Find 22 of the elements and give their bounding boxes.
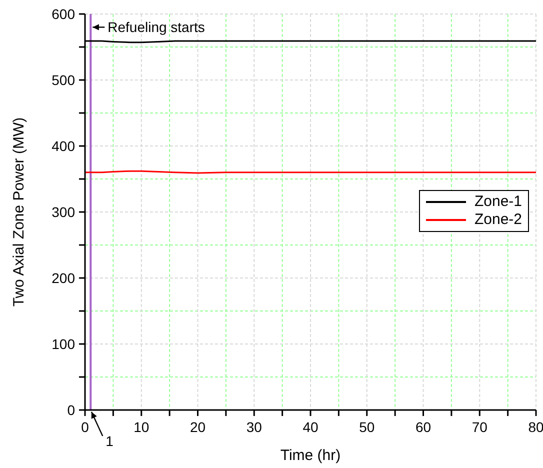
y-tick-label: 300 xyxy=(52,204,76,220)
annotation: 1 xyxy=(106,433,114,449)
y-tick-label: 600 xyxy=(52,6,76,22)
x-tick-label: 70 xyxy=(472,419,488,435)
x-tick-label: 10 xyxy=(134,419,150,435)
y-tick-label: 400 xyxy=(52,138,76,154)
y-axis-title: Two Axial Zone Power (MW) xyxy=(10,117,28,307)
x-axis-title: Time (hr) xyxy=(280,447,341,464)
y-tick-label: 100 xyxy=(52,336,76,352)
y-tick-label: 500 xyxy=(52,72,76,88)
x-tick-label: 20 xyxy=(190,419,206,435)
legend-label: Zone-2 xyxy=(474,211,522,229)
y-tick-label: 0 xyxy=(67,402,76,418)
x-tick-label: 0 xyxy=(81,419,90,435)
x-tick-label: 50 xyxy=(359,419,375,435)
legend-label: Zone-1 xyxy=(474,193,522,211)
x-tick-label: 60 xyxy=(415,419,432,435)
x-tick-label: 80 xyxy=(528,419,543,435)
x-tick-label: 30 xyxy=(246,419,262,435)
y-tick-label: 200 xyxy=(52,270,76,286)
x-tick-label: 40 xyxy=(302,419,318,435)
annotation: Refueling starts xyxy=(108,19,205,36)
